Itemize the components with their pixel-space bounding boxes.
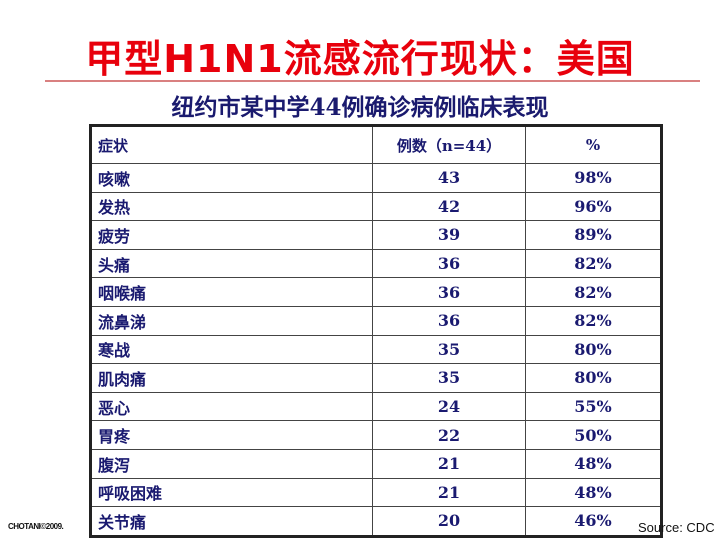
cell-count: 21 [372, 477, 526, 508]
cell-symptom: 流鼻涕 [90, 305, 373, 336]
cell-percent: 48% [525, 477, 662, 508]
cell-percent: 48% [525, 448, 662, 479]
table-header-row: 症状 例数（n=44） % [90, 125, 662, 164]
source-note: Source: CDC [638, 520, 715, 535]
cell-percent: 96% [525, 191, 662, 222]
table-row: 咽喉痛 36 82% [90, 277, 662, 307]
cell-symptom: 关节痛 [90, 506, 373, 537]
table-row: 胃疼 22 50% [90, 420, 662, 450]
title-divider [45, 80, 700, 82]
cell-percent: 55% [525, 391, 662, 422]
cell-count: 36 [372, 248, 526, 279]
cell-count: 22 [372, 420, 526, 450]
table-row: 恶心 24 55% [90, 391, 662, 422]
cell-percent: 46% [525, 506, 662, 537]
cell-count: 24 [372, 391, 526, 422]
table-row: 肌肉痛 35 80% [90, 363, 662, 393]
cell-symptom: 头痛 [90, 248, 373, 279]
table-row: 疲劳 39 89% [90, 220, 662, 250]
copyright-note: CHOTANI©2009. [8, 522, 64, 531]
cell-count: 35 [372, 363, 526, 393]
cell-symptom: 肌肉痛 [90, 363, 373, 393]
cell-count: 21 [372, 448, 526, 479]
table-row: 寒战 35 80% [90, 334, 662, 365]
cell-symptom: 咳嗽 [90, 163, 373, 193]
cell-count: 39 [372, 220, 526, 250]
table-row: 发热 42 96% [90, 191, 662, 222]
cell-percent: 50% [525, 420, 662, 450]
cell-count: 36 [372, 305, 526, 336]
table-row: 腹泻 21 48% [90, 448, 662, 479]
header-symptom: 症状 [90, 125, 373, 164]
table-row: 头痛 36 82% [90, 248, 662, 279]
table-row: 关节痛 20 46% [90, 506, 662, 537]
header-count: 例数（n=44） [372, 125, 526, 164]
cell-percent: 98% [525, 163, 662, 193]
cell-percent: 80% [525, 363, 662, 393]
symptoms-table: 症状 例数（n=44） % 咳嗽 43 98% 发热 42 96% 疲劳 39 89% 头痛 36 8… [89, 124, 663, 538]
table-row: 流鼻涕 36 82% [90, 305, 662, 336]
table-row: 呼吸困难 21 48% [90, 477, 662, 508]
slide-title: 甲型H1N1流感流行现状：美国 [85, 37, 635, 81]
cell-symptom: 呼吸困难 [90, 477, 373, 508]
cell-symptom: 咽喉痛 [90, 277, 373, 307]
cell-symptom: 发热 [90, 191, 373, 222]
header-percent: % [525, 125, 662, 164]
cell-count: 43 [372, 163, 526, 193]
cell-symptom: 疲劳 [90, 220, 373, 250]
table-row: 咳嗽 43 98% [90, 163, 662, 193]
cell-percent: 80% [525, 334, 662, 365]
cell-symptom: 寒战 [90, 334, 373, 365]
cell-symptom: 恶心 [90, 391, 373, 422]
cell-percent: 82% [525, 248, 662, 279]
cell-percent: 82% [525, 277, 662, 307]
cell-percent: 82% [525, 305, 662, 336]
cell-count: 36 [372, 277, 526, 307]
cell-count: 20 [372, 506, 526, 537]
table-caption: 纽约市某中学44例确诊病例临床表现 [171, 94, 549, 121]
cell-percent: 89% [525, 220, 662, 250]
cell-symptom: 腹泻 [90, 448, 373, 479]
cell-count: 42 [372, 191, 526, 222]
cell-symptom: 胃疼 [90, 420, 373, 450]
cell-count: 35 [372, 334, 526, 365]
